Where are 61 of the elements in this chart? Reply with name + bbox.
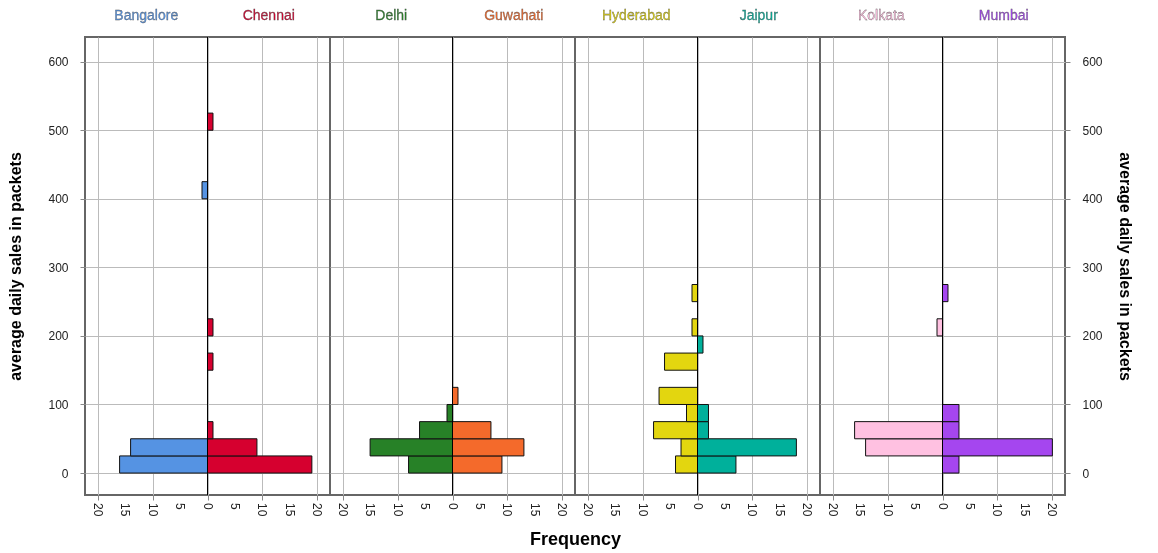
x-tick-label: 0 <box>935 503 950 510</box>
y-tick-label: 200 <box>1082 329 1103 344</box>
x-tick-label: 5 <box>418 503 433 510</box>
text: Kolkata <box>857 7 905 23</box>
x-tick-label: 20 <box>335 503 350 517</box>
x-tick-label: 15 <box>527 503 542 517</box>
text: Bangalore <box>114 7 179 23</box>
y-axis-title: average daily sales in packets <box>7 152 25 381</box>
x-tick-label: 15 <box>608 503 623 517</box>
y-tick-label: 500 <box>1082 123 1103 138</box>
x-tick-label: 20 <box>1045 503 1060 517</box>
y-axis-title: average daily sales in packets <box>1116 152 1134 381</box>
x-tick-label: 15 <box>118 503 133 517</box>
x-tick-label: 10 <box>255 503 270 517</box>
x-tick-label: 20 <box>90 503 105 517</box>
x-tick-label: 0 <box>445 503 460 510</box>
x-axis-title: Frequency <box>529 529 622 549</box>
y-tick-label: 400 <box>48 192 69 207</box>
x-tick-label: 20 <box>310 503 325 517</box>
text: Guwahati <box>484 7 544 23</box>
x-tick-label: 10 <box>390 503 405 517</box>
x-tick-label: 15 <box>363 503 378 517</box>
y-tick-label: 500 <box>48 123 69 138</box>
x-tick-label: 20 <box>800 503 815 517</box>
y-tick-label: 400 <box>1082 192 1103 207</box>
x-tick-label: 5 <box>663 503 678 510</box>
text: Delhi <box>375 7 408 23</box>
x-tick-label: 5 <box>472 503 487 510</box>
y-tick-label: 0 <box>1082 466 1090 481</box>
text: Jaipur <box>739 7 779 23</box>
y-tick-label: 100 <box>1082 398 1103 412</box>
x-tick-label: 20 <box>580 503 595 517</box>
x-tick-label: 0 <box>200 503 215 510</box>
x-tick-label: 20 <box>825 503 840 517</box>
y-tick-label: 100 <box>48 398 69 412</box>
y-tick-label: 300 <box>1082 260 1103 275</box>
y-tick-label: 0 <box>61 466 69 481</box>
text: Chennai <box>242 7 295 23</box>
x-tick-label: 15 <box>772 503 787 517</box>
x-tick-label: 15 <box>853 503 868 517</box>
x-tick-label: 20 <box>555 503 570 517</box>
x-tick-label: 15 <box>1017 503 1032 517</box>
x-tick-label: 0 <box>690 503 705 510</box>
y-tick-label: 200 <box>48 329 69 344</box>
x-tick-label: 5 <box>227 503 242 510</box>
y-tick-label: 300 <box>48 260 69 275</box>
x-tick-label: 10 <box>880 503 895 517</box>
x-tick-label: 15 <box>282 503 297 517</box>
text: Mumbai <box>978 7 1029 23</box>
x-tick-label: 10 <box>635 503 650 517</box>
x-tick-label: 10 <box>145 503 160 517</box>
y-tick-label: 600 <box>48 55 69 70</box>
text: Hyderabad <box>602 7 671 23</box>
x-tick-label: 5 <box>717 503 732 510</box>
x-tick-label: 10 <box>500 503 515 517</box>
y-tick-label: 600 <box>1082 55 1103 70</box>
x-tick-label: 5 <box>962 503 977 510</box>
x-tick-label: 5 <box>173 503 188 510</box>
x-tick-label: 10 <box>745 503 760 517</box>
x-tick-label: 5 <box>908 503 923 510</box>
x-tick-label: 10 <box>990 503 1005 517</box>
